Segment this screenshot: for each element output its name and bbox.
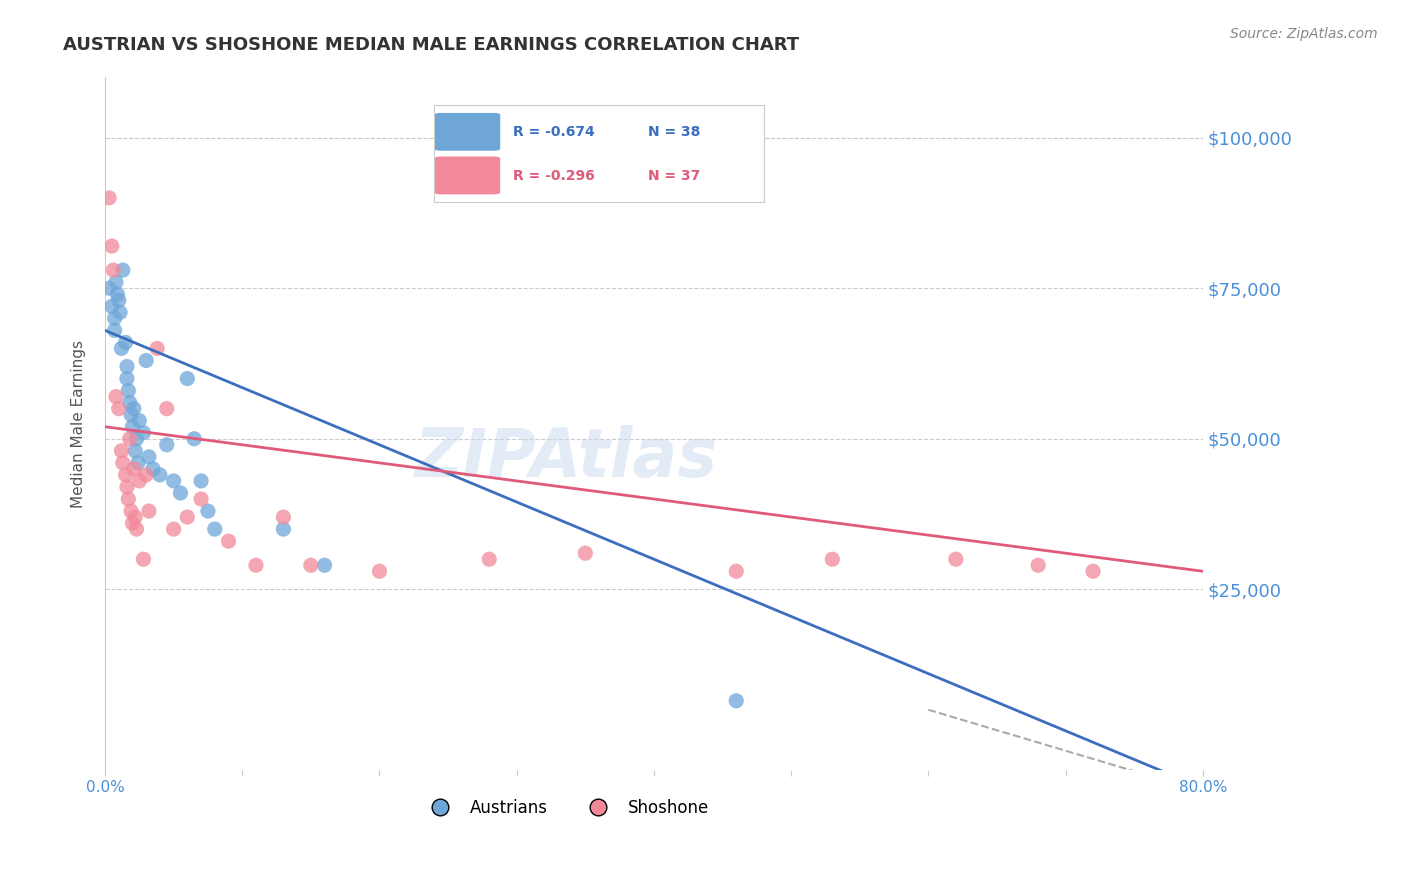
Point <box>299 558 322 573</box>
Point <box>149 467 172 482</box>
Point <box>945 552 967 566</box>
Point <box>122 401 145 416</box>
Point <box>104 323 127 337</box>
Point <box>104 275 127 289</box>
Point <box>176 371 198 385</box>
Point <box>128 474 150 488</box>
Point <box>142 462 165 476</box>
Point <box>146 342 169 356</box>
Point <box>98 281 121 295</box>
Point <box>101 239 124 253</box>
Point <box>115 359 138 374</box>
Point <box>120 504 142 518</box>
Point <box>273 510 295 524</box>
Point <box>204 522 226 536</box>
Point <box>314 558 336 573</box>
Point <box>190 491 212 506</box>
Point <box>111 456 134 470</box>
Point <box>725 564 748 578</box>
Point <box>368 564 391 578</box>
Point <box>120 408 142 422</box>
Point <box>197 504 219 518</box>
Point <box>138 504 160 518</box>
Point <box>121 419 143 434</box>
Point <box>135 467 157 482</box>
Point <box>821 552 844 566</box>
Y-axis label: Median Male Earnings: Median Male Earnings <box>72 340 86 508</box>
Point <box>125 522 148 536</box>
Point <box>128 414 150 428</box>
Point <box>115 480 138 494</box>
Point <box>114 335 136 350</box>
Point <box>117 384 139 398</box>
Point <box>169 486 191 500</box>
Point <box>108 305 131 319</box>
Point <box>101 299 124 313</box>
Point <box>121 516 143 530</box>
Legend: Austrians, Shoshone: Austrians, Shoshone <box>416 793 716 824</box>
Point <box>135 353 157 368</box>
Point <box>190 474 212 488</box>
Point <box>114 467 136 482</box>
Point <box>162 474 184 488</box>
Point <box>132 425 155 440</box>
Point <box>725 694 748 708</box>
Point <box>105 287 128 301</box>
Point <box>273 522 295 536</box>
Point <box>132 552 155 566</box>
Point <box>98 191 121 205</box>
Point <box>127 456 149 470</box>
Point <box>118 432 141 446</box>
Point <box>110 443 132 458</box>
Point <box>124 510 146 524</box>
Point <box>162 522 184 536</box>
Point <box>218 534 240 549</box>
Point <box>574 546 596 560</box>
Point <box>183 432 205 446</box>
Text: Source: ZipAtlas.com: Source: ZipAtlas.com <box>1230 27 1378 41</box>
Point <box>1081 564 1104 578</box>
Point <box>104 390 127 404</box>
Point <box>138 450 160 464</box>
Point <box>118 395 141 409</box>
Point <box>107 401 129 416</box>
Point <box>117 491 139 506</box>
Point <box>1026 558 1049 573</box>
Point <box>122 462 145 476</box>
Point <box>478 552 501 566</box>
Point <box>176 510 198 524</box>
Point <box>107 293 129 308</box>
Point <box>125 432 148 446</box>
Point <box>104 311 127 326</box>
Point <box>124 443 146 458</box>
Point <box>245 558 267 573</box>
Text: AUSTRIAN VS SHOSHONE MEDIAN MALE EARNINGS CORRELATION CHART: AUSTRIAN VS SHOSHONE MEDIAN MALE EARNING… <box>63 36 800 54</box>
Point <box>115 371 138 385</box>
Text: ZIPAtlas: ZIPAtlas <box>415 425 717 491</box>
Point <box>156 438 179 452</box>
Point <box>111 263 134 277</box>
Point <box>156 401 179 416</box>
Point <box>103 263 125 277</box>
Point <box>110 342 132 356</box>
